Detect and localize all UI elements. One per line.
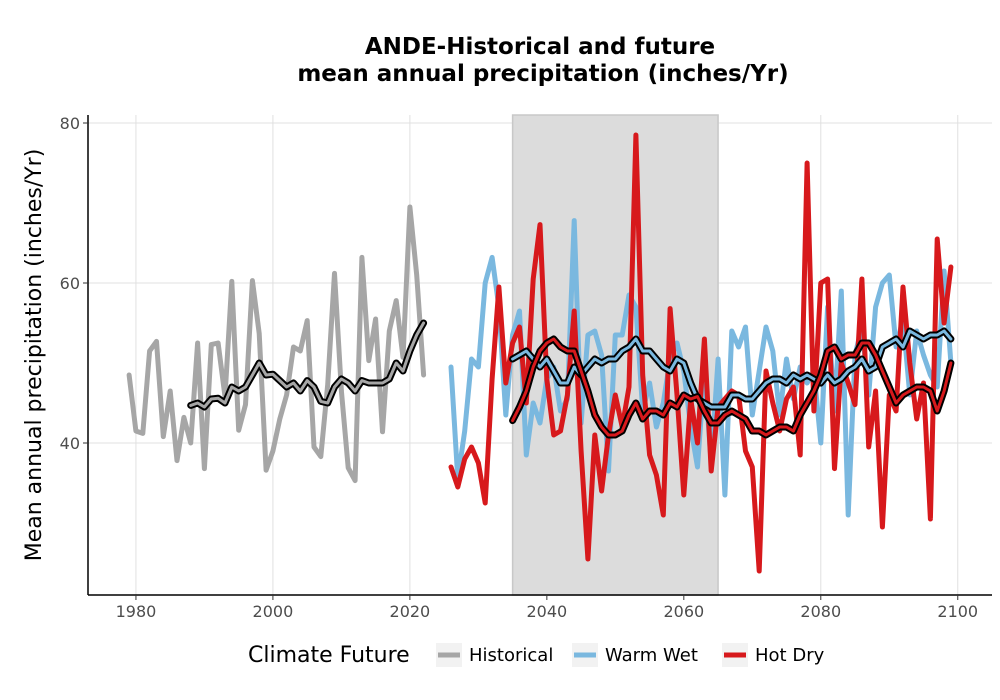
series-layer (126, 132, 955, 574)
y-axis-label: Mean annual precipitation (inches/Yr) (22, 149, 47, 562)
y-tick-label: 80 (60, 114, 80, 133)
series-line-historical (126, 204, 427, 484)
smoothed-line-historical (189, 321, 426, 409)
y-tick-label: 40 (60, 434, 80, 453)
x-tick-label: 2020 (390, 602, 431, 621)
x-tick-label: 1980 (116, 602, 157, 621)
y-tick-label: 60 (60, 274, 80, 293)
legend-title: Climate Future (248, 643, 410, 668)
chart-title-line-2: mean annual precipitation (inches/Yr) (297, 61, 788, 87)
x-tick-label: 2080 (800, 602, 841, 621)
x-tick-label: 2060 (663, 602, 704, 621)
x-tick-label: 2000 (253, 602, 294, 621)
chart-title-line-1: ANDE-Historical and future (365, 34, 715, 60)
smoothed-line-hot-dry (511, 337, 953, 437)
axes: 1980 2000 2020 2040 2060 2080 2100 40 60 80 (60, 114, 992, 621)
x-tick-label: 2040 (526, 602, 567, 621)
legend-label-warm-wet: Warm Wet (605, 645, 698, 666)
x-tick-label: 2100 (937, 602, 978, 621)
legend-label-hot-dry: Hot Dry (755, 645, 825, 666)
legend-label-historical: Historical (469, 645, 553, 666)
series-line-hot-dry (448, 132, 954, 574)
legend: Climate Future Historical Warm Wet Hot Dry (248, 643, 825, 668)
